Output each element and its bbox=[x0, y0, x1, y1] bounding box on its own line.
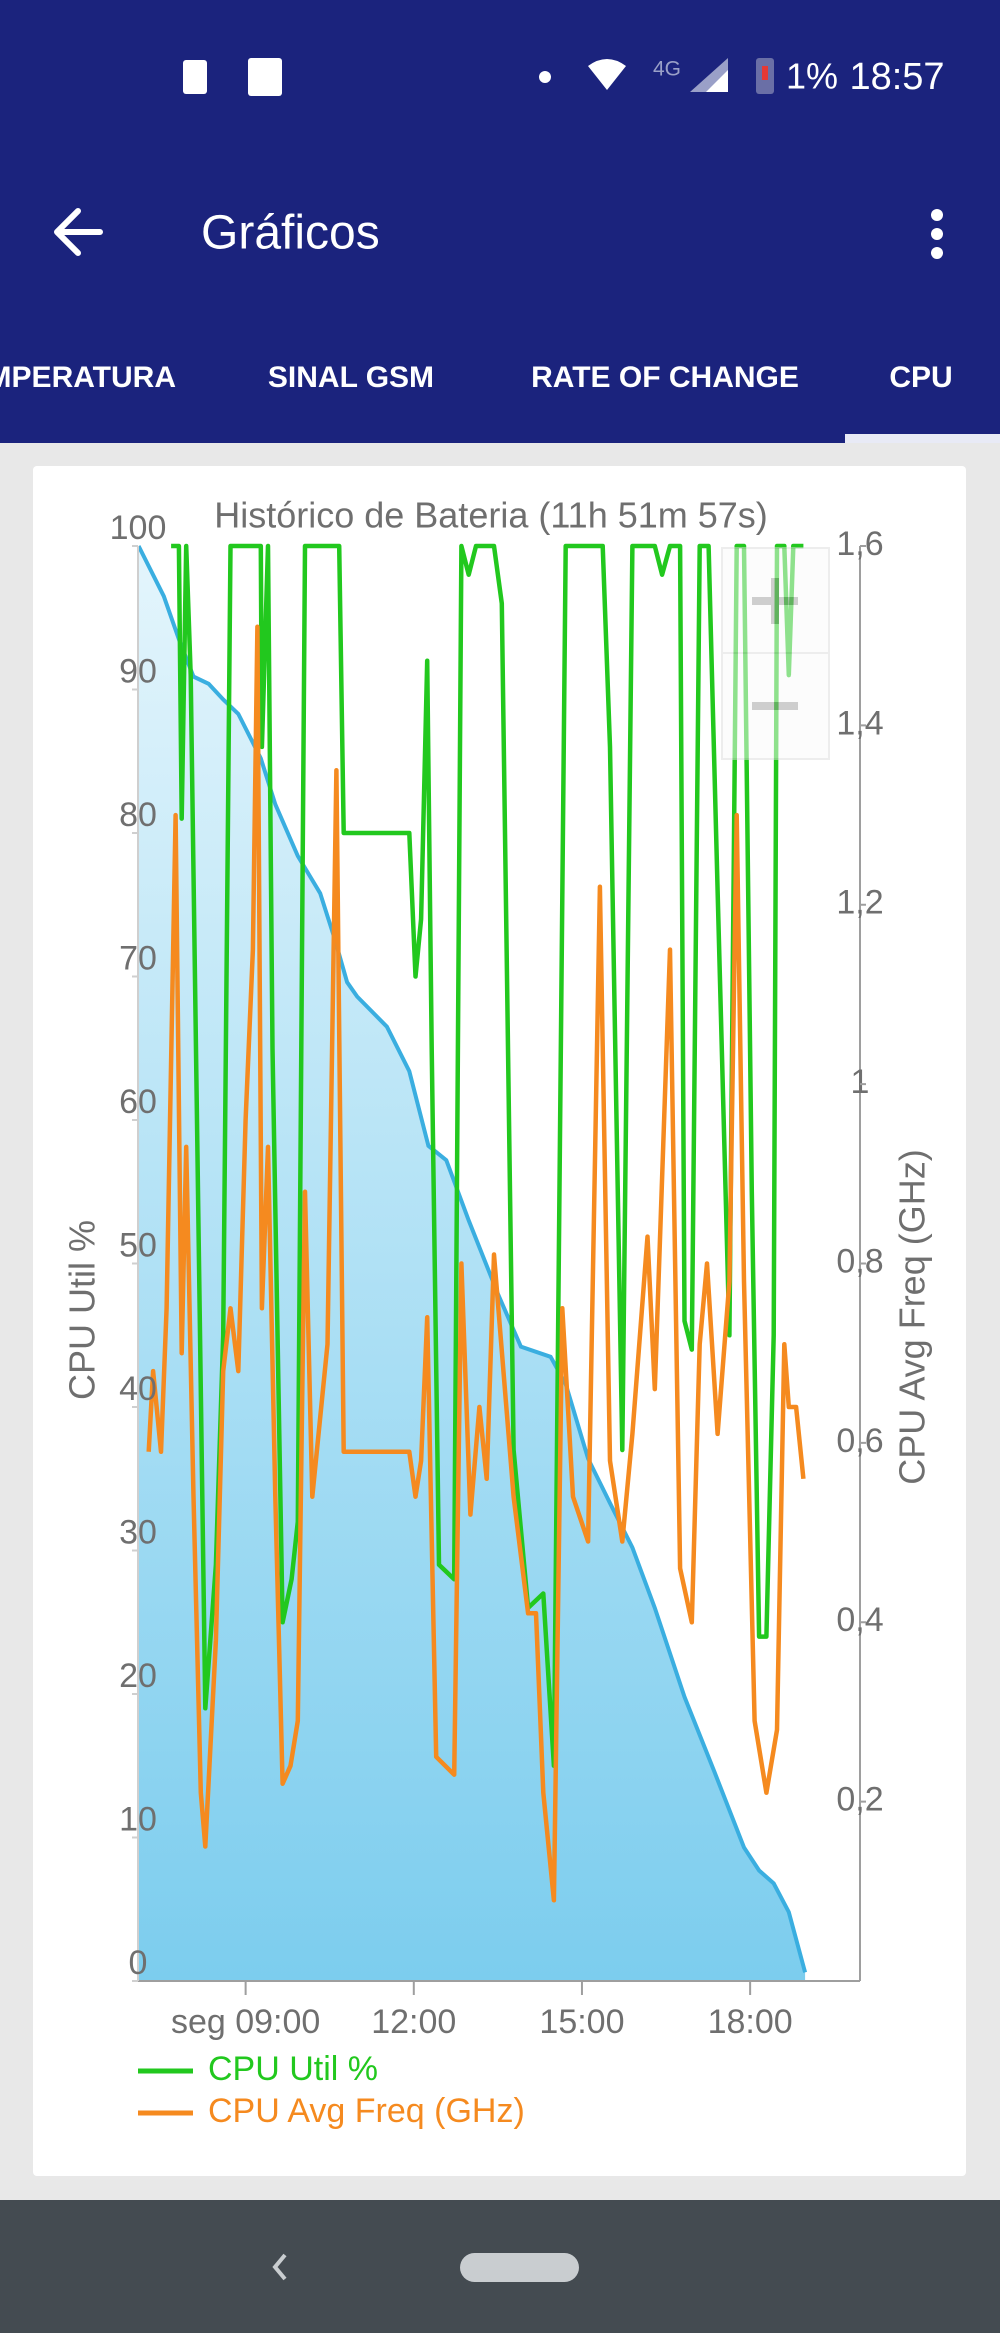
battery-percent: 1% bbox=[786, 56, 838, 97]
nav-home[interactable] bbox=[460, 2253, 579, 2282]
chart: Histórico de Bateria (11h 51m 57s) CPU Ut… bbox=[62, 495, 933, 2130]
notification-icon bbox=[248, 58, 282, 96]
tab-indicator bbox=[845, 434, 1000, 443]
wifi-icon bbox=[588, 59, 626, 90]
y-tick-label: 90 bbox=[119, 652, 157, 690]
dot-icon bbox=[539, 71, 551, 83]
status-icons bbox=[183, 58, 774, 96]
nav-back[interactable] bbox=[272, 2253, 287, 2281]
y-tick-label: 40 bbox=[119, 1370, 157, 1408]
legend-label: CPU Avg Freq (GHz) bbox=[208, 2092, 525, 2130]
y2-tick-label: 0,8 bbox=[836, 1242, 883, 1280]
battery-alert bbox=[762, 66, 768, 80]
y-tick-label: 60 bbox=[119, 1083, 157, 1121]
x-tick-label: 12:00 bbox=[371, 2003, 456, 2041]
tab[interactable]: RATE OF CHANGE bbox=[531, 361, 799, 394]
tab[interactable]: SINAL GSM bbox=[268, 361, 434, 394]
y-tick-label: 70 bbox=[119, 939, 157, 977]
tab[interactable]: CPU bbox=[889, 361, 952, 394]
app-title: Gráficos bbox=[201, 207, 380, 260]
y2-tick-label: 1,2 bbox=[836, 884, 883, 922]
y2-tick-label: 1,6 bbox=[836, 525, 883, 563]
zoom-in[interactable] bbox=[752, 578, 798, 624]
x-tick-label: 18:00 bbox=[708, 2003, 793, 2041]
y-tick-label: 0 bbox=[129, 1944, 148, 1982]
menu-dot bbox=[931, 209, 943, 221]
y2-tick-label: 0,6 bbox=[836, 1422, 883, 1460]
y2-axis-label: CPU Avg Freq (GHz) bbox=[892, 1149, 933, 1484]
y2-tick-label: 0,2 bbox=[836, 1781, 883, 1819]
y-tick-label: 30 bbox=[119, 1513, 157, 1551]
y-tick-label: 50 bbox=[119, 1226, 157, 1264]
menu-dot bbox=[931, 247, 943, 259]
back-button[interactable] bbox=[54, 208, 103, 256]
menu-button[interactable] bbox=[931, 209, 943, 259]
legend-label: CPU Util % bbox=[208, 2050, 378, 2088]
notification-icon bbox=[183, 60, 207, 94]
y-tick-label: 80 bbox=[119, 796, 157, 834]
y2-tick-label: 1 bbox=[851, 1063, 870, 1101]
x-tick-label: seg 09:00 bbox=[171, 2003, 320, 2041]
y-tick-label: 100 bbox=[110, 509, 167, 547]
y-tick-label: 20 bbox=[119, 1657, 157, 1695]
y2-tick-label: 1,4 bbox=[836, 704, 883, 742]
area bbox=[138, 546, 806, 1981]
network-type: 4G bbox=[653, 58, 681, 81]
y2-tick-label: 0,4 bbox=[836, 1601, 883, 1639]
y-tick-label: 10 bbox=[119, 1800, 157, 1838]
app-header bbox=[0, 0, 1000, 443]
signal-icon bbox=[706, 70, 728, 92]
x-tick-label: 15:00 bbox=[539, 2003, 624, 2041]
clock: 18:57 bbox=[849, 56, 944, 98]
y-axis-label: CPU Util % bbox=[62, 1220, 103, 1400]
area-line bbox=[136, 545, 808, 1973]
series-line bbox=[146, 624, 806, 1903]
zoom-controls bbox=[721, 547, 830, 760]
tab[interactable]: TEMPERATURA bbox=[0, 361, 176, 394]
chart-title: Histórico de Bateria (11h 51m 57s) bbox=[214, 495, 768, 536]
menu-dot bbox=[931, 228, 943, 240]
